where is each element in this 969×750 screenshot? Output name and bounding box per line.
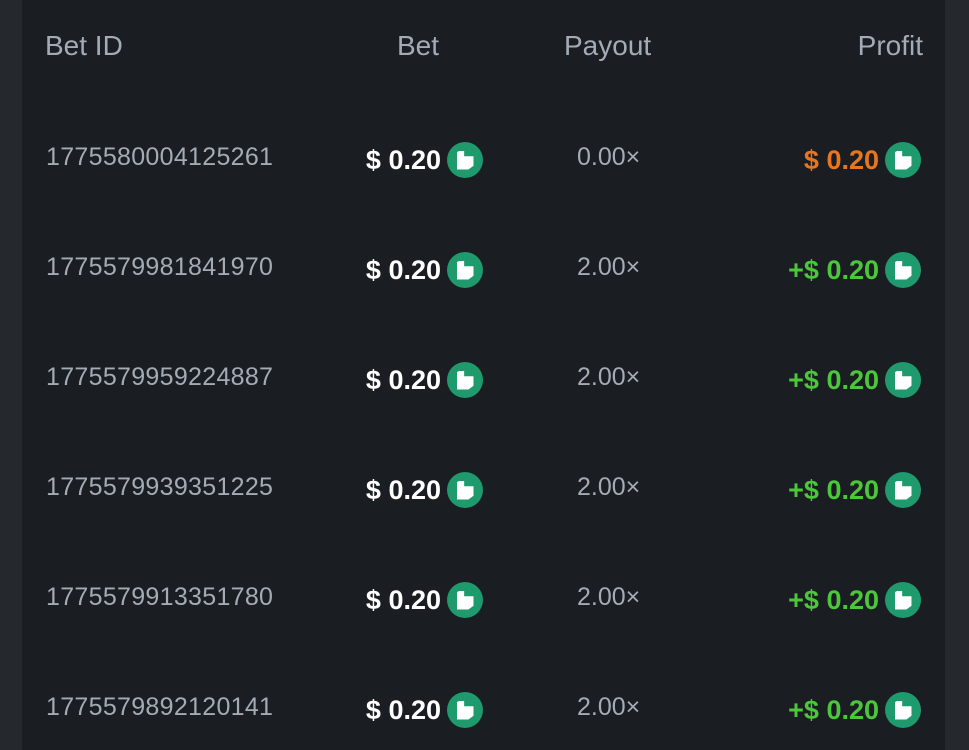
coin-icon bbox=[447, 142, 483, 178]
coin-icon bbox=[447, 692, 483, 728]
header-bet-id: Bet ID bbox=[45, 30, 123, 61]
bet-value: $ 0.20 bbox=[365, 694, 441, 725]
coin-icon bbox=[885, 252, 921, 288]
coin-icon bbox=[885, 692, 921, 728]
header-profit: Profit bbox=[857, 30, 923, 61]
bet-value: $ 0.20 bbox=[365, 364, 441, 395]
bet-value: $ 0.20 bbox=[365, 254, 441, 285]
bet-amount: $ 0.20 bbox=[366, 362, 483, 398]
profit-value: +$ 0.20 bbox=[788, 364, 879, 395]
coin-icon bbox=[885, 582, 921, 618]
header-bet: Bet bbox=[397, 30, 440, 61]
profit-value: +$ 0.20 bbox=[788, 254, 879, 285]
bet-id[interactable]: 1775579981841970 bbox=[46, 253, 274, 281]
table-row[interactable]: 1775580004125261 $ 0.20 0.00× $ 0.20 bbox=[22, 130, 945, 190]
bet-amount: $ 0.20 bbox=[366, 582, 483, 618]
payout: 2.00× bbox=[577, 253, 641, 281]
profit: +$ 0.20 bbox=[788, 692, 921, 728]
profit: $ 0.20 bbox=[804, 142, 921, 178]
bet-amount: $ 0.20 bbox=[366, 472, 483, 508]
profit-value: +$ 0.20 bbox=[788, 584, 879, 615]
coin-icon bbox=[447, 472, 483, 508]
bet-id[interactable]: 1775579892120141 bbox=[46, 693, 274, 721]
bet-amount: $ 0.20 bbox=[366, 252, 483, 288]
profit-value: +$ 0.20 bbox=[788, 694, 879, 725]
bet-id[interactable]: 1775579939351225 bbox=[46, 473, 274, 501]
table-row[interactable]: 1775579959224887 $ 0.20 2.00× +$ 0.20 bbox=[22, 350, 945, 410]
profit: +$ 0.20 bbox=[788, 362, 921, 398]
bet-value: $ 0.20 bbox=[365, 144, 441, 175]
payout: 2.00× bbox=[577, 473, 641, 501]
table-row[interactable]: 1775579892120141 $ 0.20 2.00× +$ 0.20 bbox=[22, 680, 945, 740]
profit: +$ 0.20 bbox=[788, 252, 921, 288]
bet-amount: $ 0.20 bbox=[366, 692, 483, 728]
profit-value: +$ 0.20 bbox=[788, 474, 879, 505]
profit: +$ 0.20 bbox=[788, 472, 921, 508]
bet-id[interactable]: 1775580004125261 bbox=[46, 143, 274, 171]
table-row[interactable]: 1775579913351780 $ 0.20 2.00× +$ 0.20 bbox=[22, 570, 945, 630]
bet-value: $ 0.20 bbox=[365, 584, 441, 615]
profit: +$ 0.20 bbox=[788, 582, 921, 618]
payout: 2.00× bbox=[577, 693, 641, 721]
table-row[interactable]: 1775579939351225 $ 0.20 2.00× +$ 0.20 bbox=[22, 460, 945, 520]
table-row[interactable]: 1775579981841970 $ 0.20 2.00× +$ 0.20 bbox=[22, 240, 945, 300]
coin-icon bbox=[885, 472, 921, 508]
coin-icon bbox=[447, 582, 483, 618]
bet-value: $ 0.20 bbox=[365, 474, 441, 505]
payout: 2.00× bbox=[577, 583, 641, 611]
header-payout: Payout bbox=[564, 30, 652, 61]
payout: 0.00× bbox=[577, 143, 641, 171]
bet-amount: $ 0.20 bbox=[366, 142, 483, 178]
coin-icon bbox=[447, 252, 483, 288]
payout: 2.00× bbox=[577, 363, 641, 391]
coin-icon bbox=[885, 362, 921, 398]
coin-icon bbox=[447, 362, 483, 398]
profit-value: $ 0.20 bbox=[803, 144, 879, 175]
bet-id[interactable]: 1775579959224887 bbox=[46, 363, 274, 391]
bet-id[interactable]: 1775579913351780 bbox=[46, 583, 274, 611]
coin-icon bbox=[885, 142, 921, 178]
bets-table: Bet ID Bet Payout Profit 177558000412526… bbox=[22, 0, 945, 750]
